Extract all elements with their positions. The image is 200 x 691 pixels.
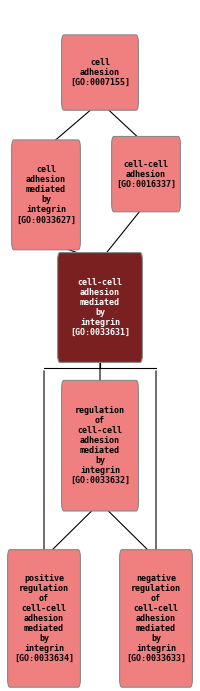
Text: cell
adhesion
[GO:0007155]: cell adhesion [GO:0007155] (70, 58, 130, 87)
Text: cell-cell
adhesion
[GO:0016337]: cell-cell adhesion [GO:0016337] (116, 160, 176, 189)
Text: cell
adhesion
mediated
by
integrin
[GO:0033627]: cell adhesion mediated by integrin [GO:0… (16, 165, 76, 225)
Text: positive
regulation
of
cell-cell
adhesion
mediated
by
integrin
[GO:0033634]: positive regulation of cell-cell adhesio… (14, 574, 74, 663)
FancyBboxPatch shape (58, 252, 142, 362)
FancyBboxPatch shape (12, 140, 80, 250)
FancyBboxPatch shape (62, 35, 138, 110)
FancyBboxPatch shape (112, 137, 180, 211)
FancyBboxPatch shape (120, 550, 192, 687)
FancyBboxPatch shape (8, 550, 80, 687)
FancyBboxPatch shape (62, 380, 138, 511)
Text: negative
regulation
of
cell-cell
adhesion
mediated
by
integrin
[GO:0033633]: negative regulation of cell-cell adhesio… (126, 574, 186, 663)
Text: regulation
of
cell-cell
adhesion
mediated
by
integrin
[GO:0033632]: regulation of cell-cell adhesion mediate… (70, 406, 130, 485)
Text: cell-cell
adhesion
mediated
by
integrin
[GO:0033631]: cell-cell adhesion mediated by integrin … (70, 278, 130, 337)
